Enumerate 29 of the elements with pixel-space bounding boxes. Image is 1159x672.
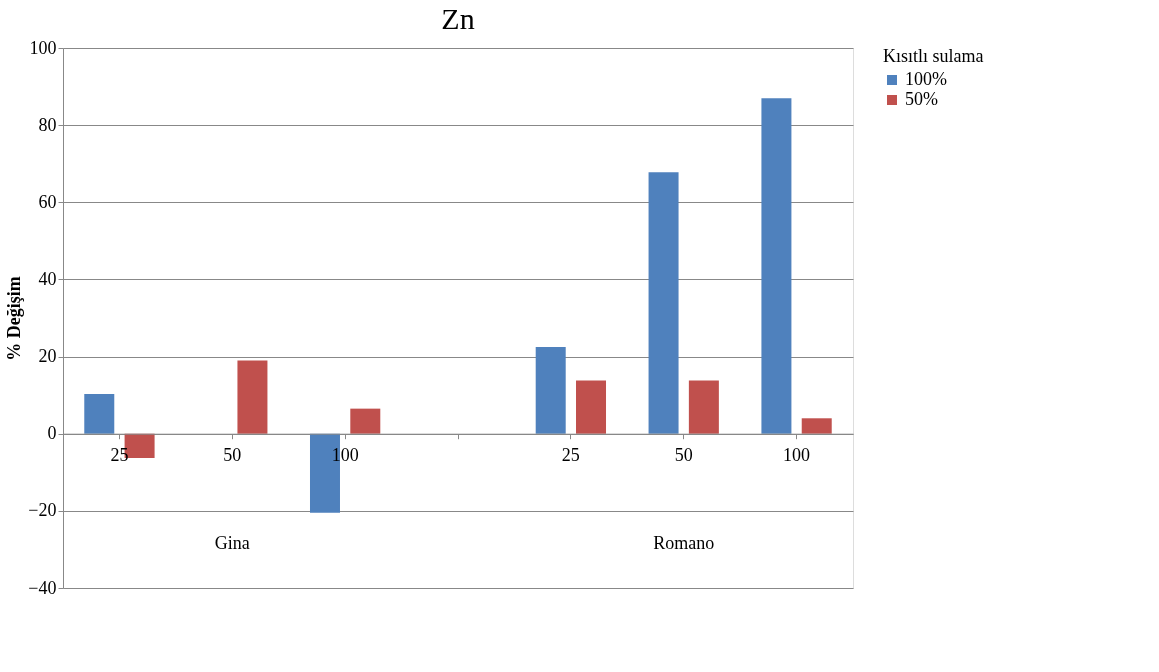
bar (84, 393, 115, 434)
legend-label: 100% (905, 69, 947, 89)
x-tick-label: 25 (110, 445, 129, 466)
y-axis-title: % Değişim (4, 276, 25, 361)
x-tick-label: 25 (561, 445, 580, 466)
bar (237, 360, 268, 434)
bar (576, 380, 607, 434)
y-tick-label: 100 (29, 37, 57, 58)
x-tick-label: 50 (223, 445, 242, 466)
annotation: Romano (653, 532, 715, 553)
x-tick-label: 50 (674, 445, 693, 466)
y-tick-label: 20 (38, 346, 57, 367)
y-tick-label: −40 (28, 577, 57, 598)
y-tick-label: 40 (38, 268, 57, 289)
y-tick-label: −20 (28, 500, 57, 521)
bar (350, 408, 381, 434)
y-tick-label: 0 (47, 423, 57, 444)
legend-label: 50% (905, 89, 938, 109)
annotation: Gina (214, 532, 250, 553)
bar (535, 346, 566, 434)
chart-title: Zn (441, 2, 475, 35)
bar (688, 380, 719, 434)
bar (801, 418, 832, 434)
bar (648, 172, 679, 434)
x-tick-label: 100 (783, 445, 811, 466)
bar (761, 98, 792, 434)
legend-title: Kısıtlı sulama (883, 46, 984, 66)
y-tick-label: 60 (38, 191, 57, 212)
y-tick-label: 80 (38, 114, 57, 135)
